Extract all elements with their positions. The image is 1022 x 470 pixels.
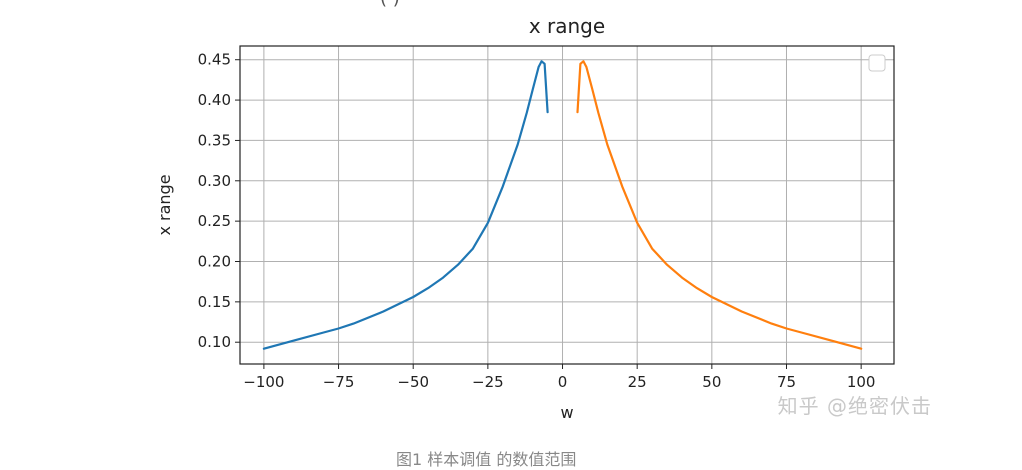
x-axis-ticks: −100 −75 −50 −25 0 25 50 75 100 [243, 364, 875, 391]
x-tick-label: −75 [323, 373, 355, 391]
watermark-text: 知乎 @绝密伏击 [777, 394, 932, 418]
plot-frame [239, 45, 895, 365]
y-tick-label: 0.35 [198, 131, 231, 149]
y-tick-label: 0.45 [198, 51, 231, 69]
figure-caption: 图1 样本调值 的数值范围 [396, 450, 577, 469]
chart-title: x range [529, 14, 605, 38]
x-tick-label: −50 [397, 373, 429, 391]
top-cropped-text: ( ) [380, 0, 400, 9]
y-tick-label: 0.15 [198, 293, 231, 311]
x-tick-label: 0 [558, 373, 568, 391]
y-tick-label: 0.20 [198, 252, 231, 270]
y-tick-label: 0.25 [198, 212, 231, 230]
x-tick-label: −100 [243, 373, 284, 391]
series-line-1 [262, 60, 549, 350]
legend-box [868, 54, 886, 72]
y-axis-label: x range [155, 174, 174, 235]
x-tick-label: 50 [702, 373, 721, 391]
grid-lines [240, 46, 894, 364]
x-tick-label: 75 [777, 373, 796, 391]
y-tick-label: 0.30 [198, 172, 231, 190]
series-line-2 [576, 60, 863, 350]
x-tick-label: 100 [847, 373, 876, 391]
x-axis-label: w [560, 403, 573, 422]
line-chart: x range −100 −75 −50 −25 0 25 50 75 100 0.10 0.15… [155, 14, 895, 422]
x-tick-label: 25 [628, 373, 647, 391]
y-tick-label: 0.10 [198, 333, 231, 351]
x-tick-label: −25 [472, 373, 504, 391]
y-tick-label: 0.40 [198, 91, 231, 109]
y-axis-ticks: 0.10 0.15 0.20 0.25 0.30 0.35 0.40 0.45 [198, 51, 240, 351]
series-group [262, 60, 863, 350]
